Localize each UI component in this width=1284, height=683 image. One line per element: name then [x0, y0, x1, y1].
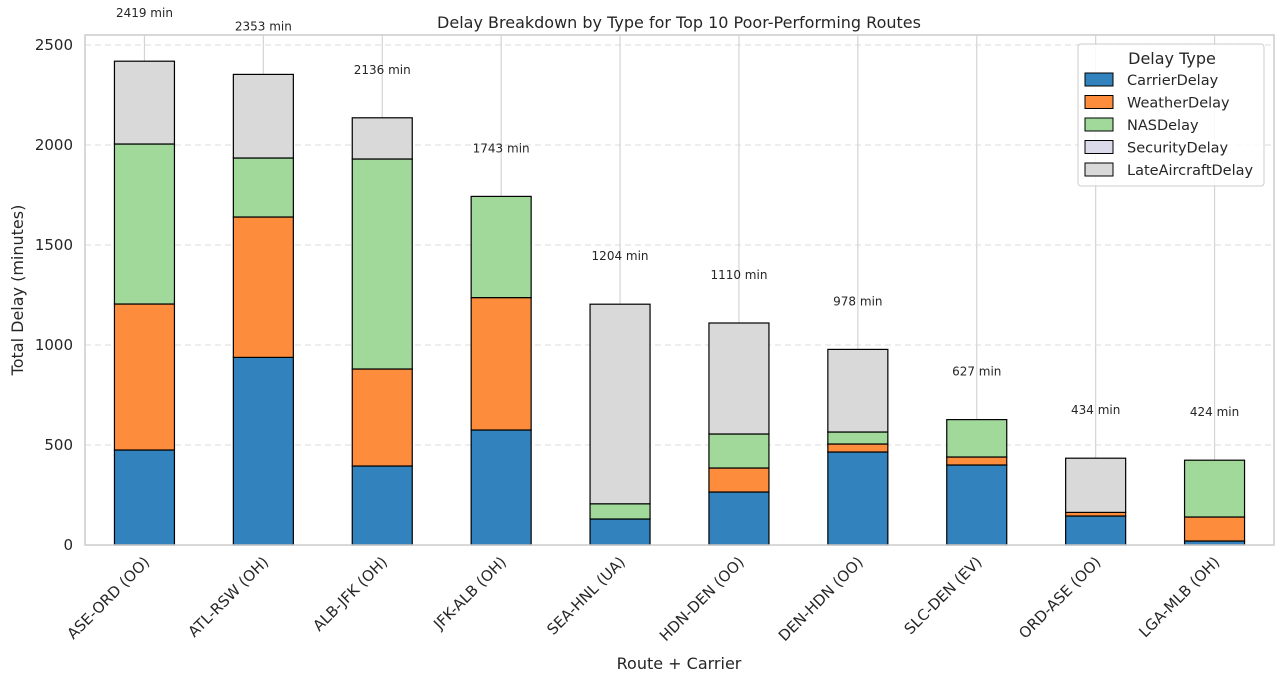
bar-segment-nasdelay — [827, 431, 889, 445]
bar-segment-lateaircraftdelay — [232, 73, 294, 159]
bar-segment-carrierdelay — [946, 464, 1008, 546]
legend-title: Delay Type — [1128, 49, 1216, 68]
legend-box — [1077, 43, 1265, 187]
y-tick-label: 0 — [63, 536, 73, 554]
bar-total-label: 1110 min — [710, 268, 767, 282]
bar-segment-lateaircraftdelay — [827, 348, 889, 433]
bar-segment-carrierdelay — [113, 449, 176, 546]
bar-segment-weatherdelay — [827, 443, 889, 453]
bar-segment-carrierdelay — [589, 518, 651, 546]
total-label-layer: 2419 min 2353 min 2136 min 1743 min 1204 min… — [116, 6, 1239, 419]
legend-swatch-weatherdelay — [1084, 95, 1114, 109]
bar-segment-nasdelay — [113, 143, 176, 305]
bar-total-label: 1743 min — [473, 141, 530, 155]
legend-swatch-nasdelay — [1084, 117, 1114, 132]
bar-segment-nasdelay — [232, 157, 294, 218]
bar-total-label: 978 min — [833, 294, 882, 308]
bar-segment-weatherdelay — [232, 216, 294, 358]
y-tick-label: 2000 — [35, 136, 73, 154]
bar-segment-weatherdelay — [351, 368, 413, 467]
bar-total-label: 2419 min — [116, 6, 173, 20]
bar-total-label: 434 min — [1071, 403, 1120, 417]
legend-label: LateAircraftDelay — [1127, 163, 1254, 179]
x-tick-label: LGA-MLB (OH) — [1135, 553, 1223, 641]
bar-segment-lateaircraftdelay — [1065, 457, 1127, 514]
x-tick-label: ATL-RSW (OH) — [184, 553, 272, 641]
legend-label: CarrierDelay — [1127, 73, 1219, 89]
legend-swatch-carrierdelay — [1084, 72, 1114, 87]
bar-segment-carrierdelay — [827, 451, 889, 546]
x-tick-label: HDN-DEN (OO) — [656, 553, 748, 645]
x-tick-label: ASE-ORD (OO) — [63, 553, 153, 643]
bar-segment-weatherdelay — [113, 303, 176, 451]
legend-label: NASDelay — [1127, 118, 1199, 134]
legend-label: SecurityDelay — [1127, 141, 1229, 157]
legend-swatch-securitydelay — [1084, 140, 1114, 154]
x-axis-title: Route + Carrier — [617, 654, 742, 673]
bar-total-label: 2136 min — [354, 63, 411, 77]
bar-total-label: 1204 min — [592, 249, 649, 263]
x-tick-label: SLC-DEN (EV) — [901, 553, 986, 638]
bar-total-label: 2353 min — [235, 19, 292, 33]
x-tick-label: DEN-HDN (OO) — [775, 553, 867, 645]
y-tick-label: 500 — [44, 436, 73, 454]
bar-segment-nasdelay — [470, 195, 532, 299]
bar-segment-lateaircraftdelay — [351, 117, 413, 160]
bar-segment-nasdelay — [589, 503, 651, 520]
legend: Delay Type CarrierDelay WeatherDelay NASDe… — [1077, 43, 1265, 187]
bar-layer — [113, 60, 1246, 546]
y-tick-label: 2500 — [35, 36, 73, 54]
bar-segment-lateaircraftdelay — [589, 303, 651, 505]
x-tick-label: JFK-ALB (OH) — [429, 553, 510, 634]
x-tick-label: ORD-ASE (OO) — [1015, 553, 1104, 642]
x-tick-label: SEA-HNL (UA) — [543, 553, 629, 639]
x-tick-label: ALB-JFK (OH) — [309, 553, 391, 635]
bar-segment-carrierdelay — [351, 465, 413, 546]
bar-segment-carrierdelay — [708, 491, 770, 546]
legend-label: WeatherDelay — [1127, 96, 1230, 112]
bar-segment-carrierdelay — [232, 356, 294, 546]
bar-segment-weatherdelay — [708, 467, 770, 493]
bar-segment-carrierdelay — [1065, 515, 1127, 546]
bar-segment-nasdelay — [946, 419, 1008, 458]
y-tick-label: 1500 — [35, 236, 73, 254]
bar-segment-lateaircraftdelay — [113, 60, 176, 145]
bar-segment-weatherdelay — [1183, 516, 1246, 542]
bar-segment-weatherdelay — [470, 297, 532, 431]
chart-title: Delay Breakdown by Type for Top 10 Poor-… — [437, 13, 921, 32]
bar-total-label: 424 min — [1190, 405, 1239, 419]
bar-total-label: 627 min — [952, 365, 1001, 379]
bar-segment-carrierdelay — [470, 429, 532, 546]
bar-segment-lateaircraftdelay — [708, 322, 770, 435]
legend-swatch-lateaircraftdelay — [1084, 162, 1114, 177]
bar-segment-nasdelay — [708, 433, 770, 469]
bar-segment-nasdelay — [351, 158, 413, 370]
plot-frame — [84, 34, 1275, 546]
y-axis-title: Total Delay (minutes) — [8, 205, 27, 377]
y-tick-label: 1000 — [35, 336, 73, 354]
bar-segment-weatherdelay — [946, 456, 1008, 466]
bar-segment-nasdelay — [1183, 459, 1246, 518]
